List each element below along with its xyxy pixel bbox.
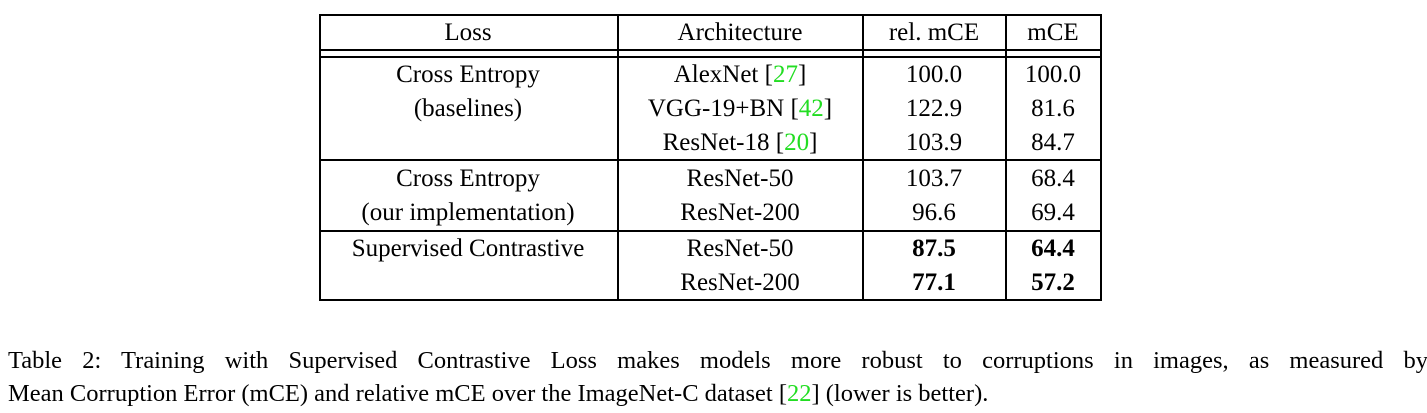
group2-loss-line1: Cross Entropy: [396, 164, 540, 192]
arch-name: ResNet-18: [662, 128, 770, 156]
table-row-arch: AlexNet [27]: [673, 60, 807, 88]
table-cell-arch: ResNet-200: [680, 268, 800, 296]
table-cell-rel-mce: 96.6: [912, 198, 956, 226]
table-cell-rel-mce-best: 77.1: [912, 268, 956, 296]
caption-line1: Table 2: Training with Supervised Contra…: [8, 347, 1427, 374]
citation-link[interactable]: 27: [772, 60, 798, 88]
table-cell-rel-mce: 103.9: [905, 128, 963, 156]
table-cell-mce: 68.4: [1031, 164, 1075, 192]
citation-link[interactable]: 42: [798, 94, 824, 122]
header-bottom-rule: [319, 49, 1102, 51]
table-top-rule: [319, 14, 1102, 16]
header-body-rule: [319, 56, 1102, 58]
table-cell-mce: 69.4: [1031, 198, 1075, 226]
table-caption: Table 2: Training with Supervised Contra…: [8, 344, 1427, 410]
header-architecture: Architecture: [677, 19, 803, 46]
group1-bottom-rule: [319, 159, 1102, 161]
vrule-2: [862, 14, 864, 301]
vrule-right: [1100, 14, 1102, 301]
caption-line2-after: ] (lower is better).: [811, 380, 989, 407]
header-loss: Loss: [444, 19, 492, 46]
group2-loss-line2: (our implementation): [361, 198, 575, 226]
header-mce: mCE: [1027, 19, 1079, 46]
table-cell-rel-mce: 100.0: [905, 60, 963, 88]
table-cell-arch: ResNet-50: [686, 164, 794, 192]
group1-loss-line2: (baselines): [413, 94, 523, 122]
vrule-left: [319, 14, 321, 301]
table-cell-rel-mce: 103.7: [905, 164, 963, 192]
vrule-3: [1005, 14, 1007, 301]
group3-loss-line1: Supervised Contrastive: [351, 234, 585, 262]
caption-line2-before: Mean Corruption Error (mCE) and relative…: [8, 380, 787, 407]
table-cell-arch: ResNet-50: [686, 234, 794, 262]
group1-loss-line1: Cross Entropy: [396, 60, 540, 88]
table-cell-mce-best: 57.2: [1031, 268, 1075, 296]
table-cell-mce: 81.6: [1031, 94, 1075, 122]
results-table: Loss Architecture rel. mCE mCE Cross Ent…: [319, 14, 1102, 301]
table-row-arch: ResNet-18 [20]: [662, 128, 818, 156]
citation-link[interactable]: 20: [784, 128, 810, 156]
vrule-1: [617, 14, 619, 301]
table-bottom-rule: [319, 299, 1102, 301]
arch-name: AlexNet: [673, 60, 759, 88]
table-cell-rel-mce-best: 87.5: [912, 234, 956, 262]
header-rel-mce: rel. mCE: [888, 19, 980, 46]
table-cell-mce: 100.0: [1024, 60, 1082, 88]
table-row-arch: VGG-19+BN [42]: [647, 94, 833, 122]
citation-link[interactable]: 22: [786, 380, 812, 407]
table-cell-mce-best: 64.4: [1031, 234, 1075, 262]
table-cell-arch: ResNet-200: [680, 198, 800, 226]
group2-bottom-rule: [319, 230, 1102, 232]
caption-line2: Mean Corruption Error (mCE) and relative…: [8, 377, 1427, 410]
table-cell-mce: 84.7: [1031, 128, 1075, 156]
arch-name: VGG-19+BN: [647, 94, 785, 122]
table-cell-rel-mce: 122.9: [905, 94, 963, 122]
